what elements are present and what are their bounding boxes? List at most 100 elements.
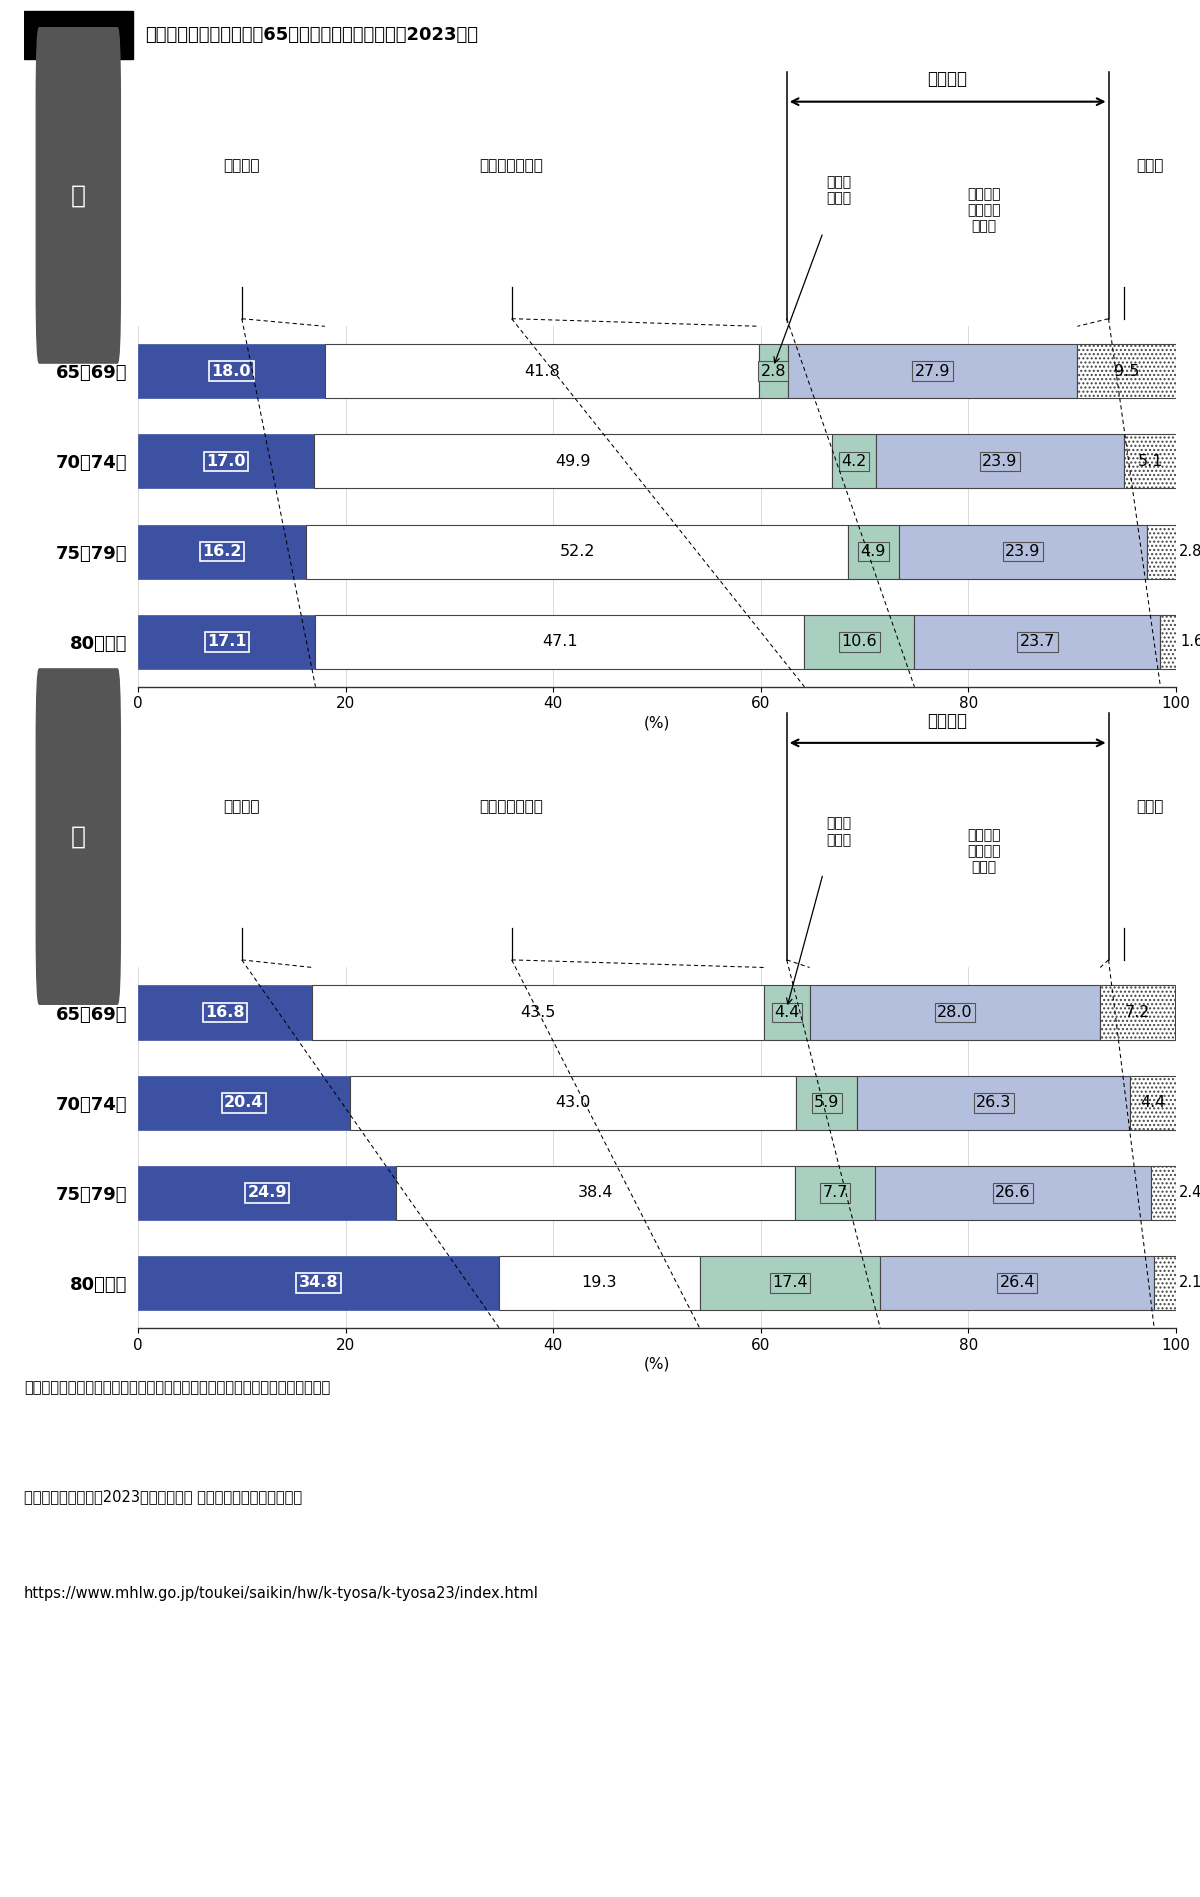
Bar xyxy=(1154,1256,1176,1309)
Text: 5.1: 5.1 xyxy=(1138,453,1163,469)
Text: https://www.mhlw.go.jp/toukei/saikin/hw/k-tyosa/k-tyosa23/index.html: https://www.mhlw.go.jp/toukei/saikin/hw/… xyxy=(24,1586,539,1601)
Bar xyxy=(1130,1076,1176,1129)
Bar xyxy=(857,1076,1130,1129)
Bar xyxy=(314,434,833,488)
Bar xyxy=(810,986,1100,1040)
Bar xyxy=(1100,986,1175,1040)
Text: 23.9: 23.9 xyxy=(1006,544,1040,560)
Text: 子夫婦
と同居: 子夫婦 と同居 xyxy=(826,816,851,846)
Text: 38.4: 38.4 xyxy=(578,1186,613,1201)
Bar xyxy=(138,615,316,668)
Text: 43.5: 43.5 xyxy=(521,1005,556,1021)
Text: 34.8: 34.8 xyxy=(299,1275,338,1290)
Text: 26.6: 26.6 xyxy=(995,1186,1031,1201)
FancyBboxPatch shape xyxy=(24,11,133,59)
Bar xyxy=(306,524,848,579)
X-axis label: (%): (%) xyxy=(644,1356,670,1372)
Text: 子夫婦
と同居: 子夫婦 と同居 xyxy=(826,175,851,205)
Text: 26.3: 26.3 xyxy=(976,1095,1012,1110)
Bar xyxy=(804,615,914,668)
Text: 2.1: 2.1 xyxy=(1180,1275,1200,1290)
Bar xyxy=(764,986,810,1040)
Bar xyxy=(138,986,312,1040)
Text: 18.0: 18.0 xyxy=(211,364,251,379)
Text: 10.6: 10.6 xyxy=(841,634,877,649)
Bar xyxy=(138,524,306,579)
Bar xyxy=(316,615,804,668)
Bar xyxy=(848,524,899,579)
Text: 52.2: 52.2 xyxy=(559,544,595,560)
Text: 17.1: 17.1 xyxy=(206,634,246,649)
Text: 出所：厚生労働省「2023（令和５）年 国民生活基礎調査の概況」: 出所：厚生労働省「2023（令和５）年 国民生活基礎調査の概況」 xyxy=(24,1489,302,1504)
Text: 23.9: 23.9 xyxy=(983,453,1018,469)
Bar xyxy=(899,524,1147,579)
Text: 24.9: 24.9 xyxy=(247,1186,287,1201)
Bar xyxy=(349,1076,796,1129)
Text: その他: その他 xyxy=(1136,799,1164,814)
Bar xyxy=(138,434,314,488)
Bar xyxy=(880,1256,1154,1309)
Text: 配偶者の
いない子
と同居: 配偶者の いない子 と同居 xyxy=(967,829,1001,875)
Text: 26.4: 26.4 xyxy=(1000,1275,1034,1290)
Text: 47.1: 47.1 xyxy=(542,634,577,649)
Bar xyxy=(758,343,787,398)
Text: 16.8: 16.8 xyxy=(205,1005,245,1021)
Bar xyxy=(325,343,758,398)
Text: 20.4: 20.4 xyxy=(224,1095,264,1110)
Bar xyxy=(833,434,876,488)
Text: 配偶者の
いない子
と同居: 配偶者の いない子 と同居 xyxy=(967,188,1001,233)
Text: その他: その他 xyxy=(1136,157,1164,173)
Text: 2.4: 2.4 xyxy=(1180,1186,1200,1201)
Bar xyxy=(499,1256,700,1309)
Bar xyxy=(138,1256,499,1309)
Bar xyxy=(1151,1165,1176,1220)
Text: 19.3: 19.3 xyxy=(582,1275,617,1290)
Bar xyxy=(796,1165,875,1220)
Text: 単独世帯: 単独世帯 xyxy=(223,799,260,814)
Text: 49.9: 49.9 xyxy=(556,453,592,469)
Text: 9.5: 9.5 xyxy=(1114,364,1139,379)
Bar xyxy=(876,434,1124,488)
Text: 男: 男 xyxy=(71,184,86,207)
FancyBboxPatch shape xyxy=(36,670,120,1004)
Text: 図表2: 図表2 xyxy=(61,27,96,44)
Text: 夫婦のみの世帯: 夫婦のみの世帯 xyxy=(480,157,544,173)
Text: 4.4: 4.4 xyxy=(1140,1095,1166,1110)
Text: 4.4: 4.4 xyxy=(774,1005,799,1021)
Text: 性別・年齢階級別に見た65歳以上の者の家族形態（2023年）: 性別・年齢階級別に見た65歳以上の者の家族形態（2023年） xyxy=(145,27,478,44)
Text: 夫婦のみの世帯: 夫婦のみの世帯 xyxy=(480,799,544,814)
Text: 28.0: 28.0 xyxy=(937,1005,973,1021)
Text: 注：「その他」とは、「その他の親族と同居」及び「非親族と同居」を言う。: 注：「その他」とは、「その他の親族と同居」及び「非親族と同居」を言う。 xyxy=(24,1381,330,1396)
Text: 2.8: 2.8 xyxy=(761,364,786,379)
Text: 5.9: 5.9 xyxy=(814,1095,840,1110)
Text: 4.2: 4.2 xyxy=(841,453,866,469)
Bar xyxy=(787,343,1078,398)
Bar xyxy=(1147,524,1176,579)
X-axis label: (%): (%) xyxy=(644,715,670,730)
Bar xyxy=(1160,615,1177,668)
Text: 17.0: 17.0 xyxy=(206,453,246,469)
Text: 1.6: 1.6 xyxy=(1180,634,1200,649)
Text: 4.9: 4.9 xyxy=(860,544,886,560)
Bar xyxy=(700,1256,880,1309)
Text: 7.7: 7.7 xyxy=(822,1186,847,1201)
Bar xyxy=(1124,434,1177,488)
Text: 17.4: 17.4 xyxy=(772,1275,808,1290)
Text: 2.8: 2.8 xyxy=(1180,544,1200,560)
Text: 27.9: 27.9 xyxy=(914,364,950,379)
Text: 子と同居: 子と同居 xyxy=(928,70,967,89)
Bar xyxy=(138,1165,396,1220)
Text: 女: 女 xyxy=(71,825,86,848)
Text: 16.2: 16.2 xyxy=(203,544,242,560)
Text: 43.0: 43.0 xyxy=(556,1095,590,1110)
Bar xyxy=(875,1165,1151,1220)
Bar xyxy=(396,1165,796,1220)
Text: 23.7: 23.7 xyxy=(1020,634,1055,649)
Text: 単独世帯: 単独世帯 xyxy=(223,157,260,173)
Bar xyxy=(312,986,764,1040)
Bar xyxy=(138,343,325,398)
Bar xyxy=(1078,343,1176,398)
Bar xyxy=(914,615,1160,668)
Text: 7.2: 7.2 xyxy=(1124,1005,1151,1021)
Bar xyxy=(796,1076,857,1129)
